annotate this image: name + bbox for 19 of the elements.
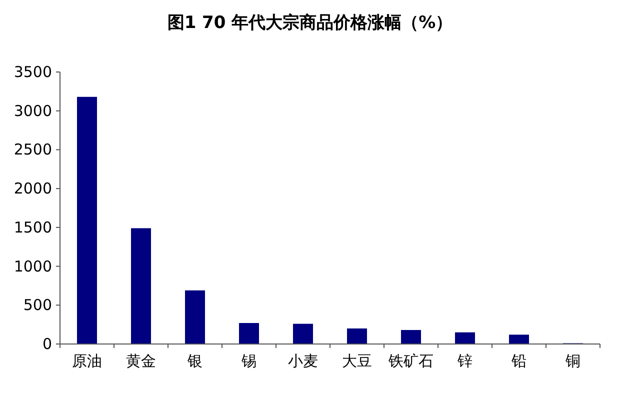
chart-title: 图1 70 年代大宗商品价格涨幅（%） xyxy=(167,13,453,33)
y-tick-label: 1500 xyxy=(14,218,52,236)
y-tick-label: 3500 xyxy=(14,63,52,81)
y-tick-label: 1000 xyxy=(14,257,52,276)
x-tick-label: 铅 xyxy=(510,352,526,370)
x-tick-label: 原油 xyxy=(72,352,102,370)
x-tick-label: 铁矿石 xyxy=(388,352,434,370)
x-tick-label: 锡 xyxy=(240,352,256,370)
y-tick-label: 2000 xyxy=(14,180,52,198)
x-tick-label: 小麦 xyxy=(288,352,318,370)
x-tick-label: 锌 xyxy=(456,352,472,370)
y-tick-label: 0 xyxy=(42,335,52,353)
x-tick-label: 大豆 xyxy=(342,352,372,370)
y-tick-label: 500 xyxy=(23,296,52,314)
x-tick-label: 铜 xyxy=(564,352,580,370)
y-tick-label: 2500 xyxy=(14,140,52,159)
x-tick-label: 银 xyxy=(186,352,202,370)
x-tick-label: 黄金 xyxy=(126,352,156,370)
y-tick-label: 3000 xyxy=(14,102,52,120)
